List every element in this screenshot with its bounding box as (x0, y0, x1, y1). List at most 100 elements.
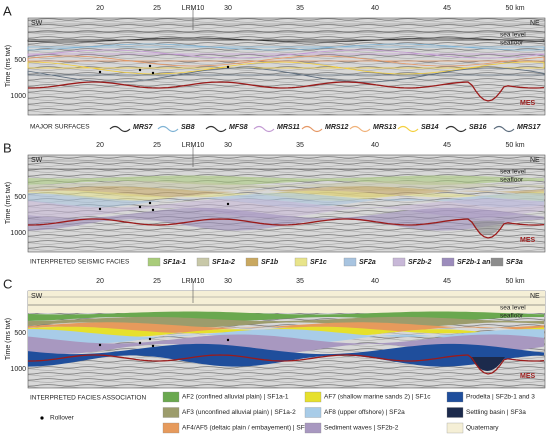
legend-swatch (294, 257, 308, 267)
legend-swatch (245, 257, 259, 267)
legend-label: SF1c (310, 259, 327, 266)
legend-line (397, 125, 419, 133)
distance-label: LRM10 (182, 142, 205, 149)
seafloor-label: seafloor (500, 313, 524, 320)
seafloor-label: seafloor (500, 177, 524, 184)
facies-band (28, 193, 544, 208)
panel-label: B (3, 140, 12, 155)
facies-band (28, 198, 544, 218)
rollover-dot (226, 338, 230, 342)
distance-label: 30 (224, 142, 232, 149)
ne-label: NE (530, 157, 540, 164)
rollover-dot (98, 343, 102, 347)
sw-label: SW (31, 20, 43, 27)
panel-label: C (3, 276, 12, 291)
legend-line (301, 125, 323, 133)
distance-label: 25 (153, 142, 161, 149)
rollover-dot (151, 208, 155, 212)
legend-label: AF3 (unconfined alluvial plain) | SF1a-2 (182, 409, 296, 416)
legend-label: Prodelta | SF2b-1 and 3 (466, 394, 535, 401)
legend-swatch (304, 391, 322, 403)
legend-swatch (446, 391, 464, 403)
distance-label: 20 (96, 142, 104, 149)
legend-label: SF2b-1 and 3 (457, 259, 501, 266)
distance-label: 20 (96, 278, 104, 285)
distance-label: 50 km (505, 278, 524, 285)
mes-boundary (28, 81, 545, 102)
legend-line (157, 125, 179, 133)
legend-swatch (343, 257, 357, 267)
legend-label: MRS13 (373, 124, 396, 131)
rollover-dot (148, 64, 152, 68)
legend-swatch (304, 422, 322, 434)
legend-label: MRS12 (325, 124, 348, 131)
distance-label: 35 (296, 142, 304, 149)
legend-line (349, 125, 371, 133)
distance-label: 40 (371, 5, 379, 12)
legend-label: AF4/AF5 (deltaic plain / embayement) | S… (182, 425, 312, 432)
legend-title: INTERPRETED SEISMIC FACIES (30, 259, 130, 266)
legend-label: Settling basin | SF3a (466, 409, 526, 416)
legend-swatch (196, 257, 210, 267)
legend-label: SB8 (181, 124, 195, 131)
sw-label: SW (31, 157, 43, 164)
legend-title: INTERPRETED FACIES ASSOCIATION (30, 395, 146, 402)
y-tick-label: 1000 (10, 230, 26, 237)
distance-label: 45 (443, 142, 451, 149)
distance-label: 30 (224, 5, 232, 12)
distance-label: 45 (443, 278, 451, 285)
facies-band (28, 322, 544, 334)
panel: A 20 25 LRM10 30 35 40 45 50 km SW NE sea levelseaf… (3, 3, 546, 133)
distance-label: 25 (153, 5, 161, 12)
legend-line (205, 125, 227, 133)
distance-label: 35 (296, 278, 304, 285)
legend-label: AF8 (upper offshore) | SF2a (324, 409, 405, 416)
distance-label: 25 (153, 278, 161, 285)
facies-band (28, 334, 544, 354)
seafloor-label: seafloor (500, 40, 524, 47)
legend-label: SF2a (359, 259, 376, 266)
legend-title: MAJOR SURFACES (30, 124, 90, 131)
surface-line (27, 43, 545, 51)
sea-level-label: sea level (500, 305, 526, 312)
rollover-dot (148, 201, 152, 205)
quaternary-fill (28, 291, 545, 313)
surface-line (27, 61, 545, 75)
legend-label: AF2 (confined alluvial plain) | SF1a-1 (182, 394, 289, 401)
rollover-dot (151, 344, 155, 348)
y-axis-title: Time (ms twt) (5, 45, 12, 87)
sea-level-label: sea level (500, 32, 526, 39)
boundary-label: MES (520, 100, 536, 107)
legend-swatch (162, 407, 180, 418)
distance-label: 35 (296, 5, 304, 12)
rollover-dot (148, 337, 152, 341)
legend-swatch (446, 422, 464, 434)
legend-line (109, 125, 131, 133)
rollover-dot (138, 68, 142, 72)
rollover-dot (226, 202, 230, 206)
distance-label: 40 (371, 142, 379, 149)
y-tick-label: 500 (14, 330, 26, 337)
distance-label: 40 (371, 278, 379, 285)
panel: C 20 25 LRM10 30 35 40 45 50 km SW NE sea levelseaf… (3, 276, 546, 434)
facies-band (28, 329, 544, 344)
distance-label: 30 (224, 278, 232, 285)
legend-label: MFS8 (229, 124, 248, 131)
surface-line (27, 37, 545, 43)
legend-label: MRS11 (277, 124, 300, 131)
boundary-label: MES (520, 237, 536, 244)
legend-swatch (147, 257, 161, 267)
legend-swatch (162, 391, 180, 403)
legend-label: SF1a-2 (212, 259, 235, 266)
ne-label: NE (530, 293, 540, 300)
distance-label: 50 km (505, 5, 524, 12)
distance-label: 45 (443, 5, 451, 12)
boundary-label: MES (520, 373, 536, 380)
surface-line (27, 55, 545, 67)
legend-label: SF2b-2 (408, 259, 431, 266)
sea-level-label: sea level (500, 169, 526, 176)
legend-label: AF7 (shallow marine sands 2) | SF1c (324, 394, 431, 401)
rollover-dot (138, 205, 142, 209)
distance-label: 50 km (505, 142, 524, 149)
